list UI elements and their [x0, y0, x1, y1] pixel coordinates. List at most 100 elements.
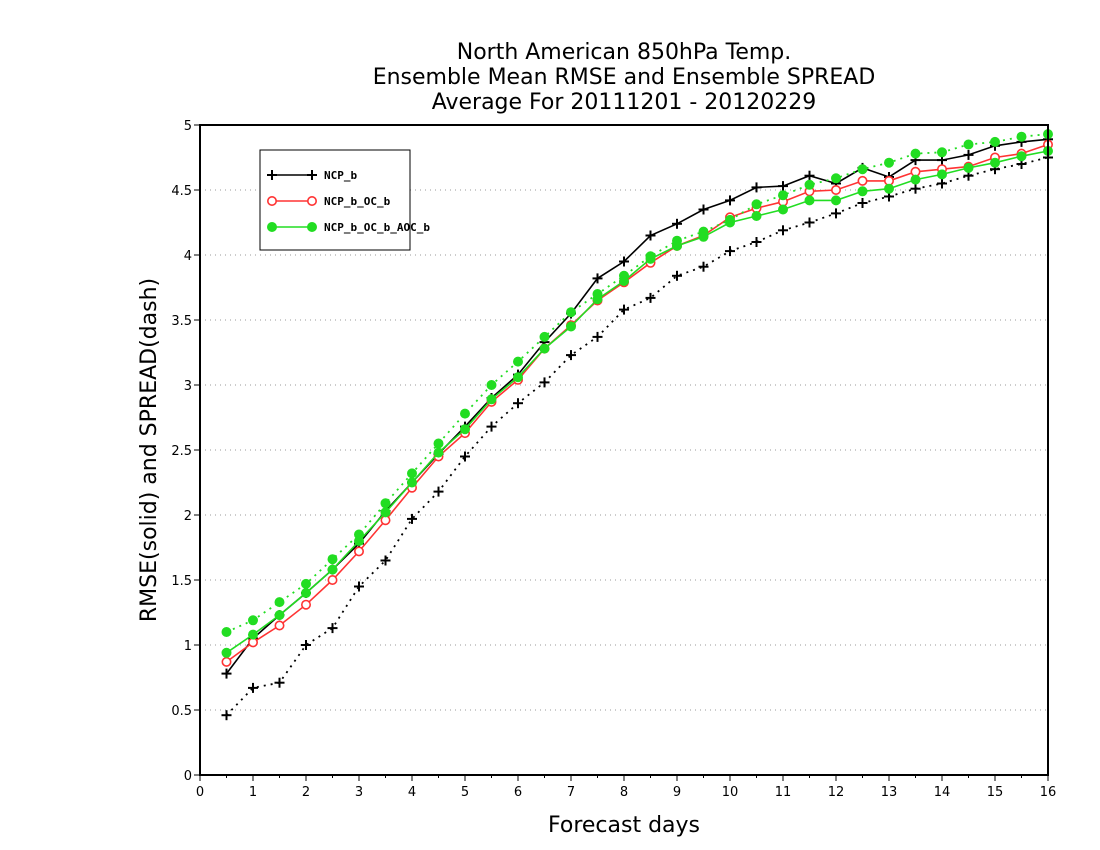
spread-point-2	[884, 157, 894, 168]
rmse-point-2	[407, 477, 417, 488]
rmse-point-0	[645, 230, 656, 241]
spread-point-2	[301, 578, 311, 589]
spread-point-2	[963, 139, 974, 150]
rmse-point-1	[830, 185, 841, 196]
rmse-point-2	[327, 564, 338, 575]
rmse-point-2	[513, 372, 523, 383]
rmse-point-1	[353, 546, 364, 557]
spread-point-0	[274, 677, 285, 688]
spread-point-2	[433, 438, 444, 449]
y-axis-title: RMSE(solid) and SPREAD(dash)	[137, 278, 162, 622]
chart-title-line-3: Average For 20111201 - 20120229	[432, 90, 817, 115]
rmse-point-2	[778, 204, 788, 215]
y-tick-label: 5	[184, 119, 192, 134]
spread-point-0	[301, 640, 311, 650]
x-tick-label: 13	[881, 785, 898, 800]
x-tick-label: 7	[567, 785, 575, 800]
y-tick-label: 0.5	[171, 704, 192, 719]
x-tick-label: 14	[934, 785, 951, 800]
spread-point-2	[486, 380, 497, 390]
y-tick-label: 2.5	[171, 444, 192, 459]
x-tick-label: 2	[302, 785, 310, 800]
spread-point-2	[327, 554, 338, 565]
rmse-point-2	[990, 157, 1000, 168]
spread-point-2	[990, 136, 1000, 147]
spread-point-0	[566, 350, 576, 361]
rmse-point-2	[831, 195, 841, 206]
rmse-point-0	[725, 195, 735, 206]
spread-point-2	[513, 356, 523, 367]
plot-series	[221, 129, 1054, 721]
chart-title-line-2: Ensemble Mean RMSE and Ensemble SPREAD	[373, 65, 876, 90]
spread-point-0	[619, 304, 629, 315]
spread-point-2	[778, 190, 788, 201]
y-tick-label: 3.5	[171, 314, 192, 329]
legend-label-1: NCP_b_OC_b	[324, 195, 391, 208]
spread-point-2	[1016, 131, 1027, 142]
rmse-point-1	[274, 620, 285, 631]
spread-point-0	[539, 377, 550, 388]
x-tick-label: 4	[408, 785, 416, 800]
rmse-point-0	[778, 181, 788, 192]
rmse-point-2	[645, 253, 656, 264]
rmse-point-2	[619, 276, 629, 286]
x-tick-label: 12	[828, 785, 845, 800]
x-tick-label: 10	[722, 785, 739, 800]
legend-marker-end-0	[307, 170, 317, 180]
spread-point-0	[486, 421, 497, 432]
x-tick-label: 9	[673, 785, 681, 800]
spread-point-0	[778, 225, 788, 236]
legend-box	[259, 149, 411, 251]
spread-point-0	[221, 710, 232, 721]
spread-point-2	[910, 148, 921, 159]
spread-point-2	[539, 331, 550, 342]
rmse-point-2	[486, 394, 497, 405]
spread-point-0	[433, 486, 444, 497]
spread-point-2	[274, 597, 285, 608]
rmse-point-2	[963, 162, 974, 173]
spread-point-0	[645, 292, 656, 303]
rmse-point-2	[248, 629, 258, 640]
spread-point-0	[592, 331, 603, 342]
legend-marker-end-2	[307, 222, 317, 232]
spread-point-0	[248, 682, 258, 693]
rmse-point-2	[433, 447, 444, 458]
spread-point-2	[751, 199, 762, 210]
x-tick-label: 6	[514, 785, 522, 800]
rmse-point-2	[274, 610, 285, 621]
rmse-point-2	[884, 183, 894, 194]
spread-point-2	[221, 627, 232, 637]
spread-point-0	[725, 246, 735, 257]
rmse-line-0	[225, 138, 1049, 675]
spread-line-2	[226, 133, 1049, 633]
x-axis: 0 1 2 3 4 5 6 7 8 9 10 11 12 13 14 15 16	[196, 775, 1056, 800]
x-tick-label: 11	[775, 785, 792, 800]
rmse-point-0	[592, 273, 603, 284]
rmse-point-2	[725, 217, 735, 228]
y-tick-label: 4.5	[171, 184, 192, 199]
spread-point-0	[672, 270, 682, 281]
rmse-point-2	[857, 186, 868, 197]
rmse-point-2	[672, 240, 682, 251]
y-tick-label: 2	[184, 509, 192, 524]
spread-point-2	[248, 615, 258, 626]
legend-marker-start-2	[267, 222, 277, 232]
spread-point-0	[831, 208, 841, 219]
spread-point-0	[804, 217, 815, 228]
rmse-point-2	[460, 424, 470, 435]
x-tick-label: 3	[355, 785, 363, 800]
x-axis-title: Forecast days	[548, 813, 700, 838]
x-tick-label: 1	[249, 785, 257, 800]
x-tick-label: 8	[620, 785, 628, 800]
rmse-point-0	[751, 182, 762, 193]
legend-label-2: NCP_b_OC_b_AOC_b	[324, 221, 430, 234]
y-tick-label: 4	[184, 249, 192, 264]
spread-point-0	[698, 261, 709, 272]
rmse-point-0	[619, 256, 629, 267]
rmse-point-2	[1016, 151, 1027, 162]
rmse-point-1	[300, 599, 311, 610]
rmse-point-1	[327, 574, 338, 585]
spread-point-2	[857, 164, 868, 175]
rmse-point-2	[354, 536, 364, 546]
